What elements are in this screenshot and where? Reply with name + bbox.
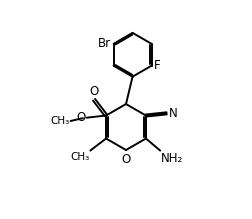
Text: NH₂: NH₂ xyxy=(161,152,183,165)
Text: O: O xyxy=(89,85,99,98)
Text: F: F xyxy=(154,59,161,72)
Text: CH₃: CH₃ xyxy=(50,116,70,126)
Text: O: O xyxy=(121,153,131,166)
Text: O: O xyxy=(76,111,85,124)
Text: N: N xyxy=(169,107,177,120)
Text: Br: Br xyxy=(98,37,111,50)
Text: CH₃: CH₃ xyxy=(70,152,89,162)
